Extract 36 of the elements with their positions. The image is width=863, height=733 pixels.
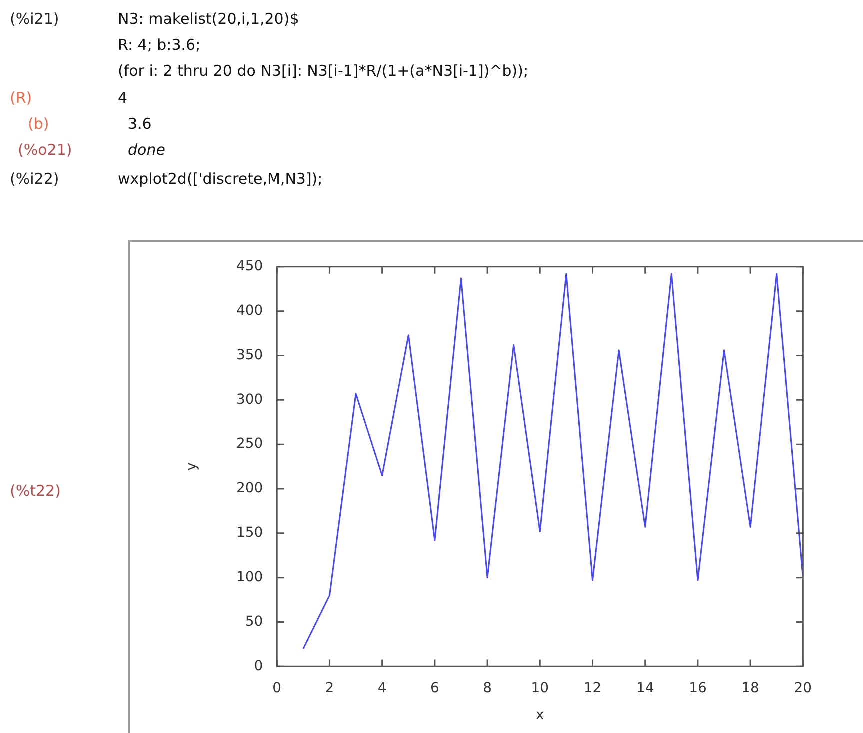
- text: R: 4; b:3.6;: [118, 36, 201, 54]
- text: (for i: 2 thru 20 do N3[i]: N3[i-1]*R/(1+(a*N3[i-1])^b));: [118, 62, 529, 80]
- x-tick-label: 20: [794, 680, 812, 697]
- x-tick-label: 10: [531, 680, 550, 697]
- text: wxplot2d(['discrete,M,N3]);: [118, 170, 323, 188]
- x-tick-label: 12: [584, 680, 602, 697]
- text: done: [128, 141, 166, 159]
- x-tick-label: 16: [689, 680, 707, 697]
- y-tick-label: 200: [236, 480, 264, 497]
- x-tick-label: 0: [272, 680, 282, 697]
- y-tick-label: 400: [236, 302, 264, 319]
- y-tick-label: 450: [236, 258, 264, 275]
- text: 4: [118, 89, 128, 107]
- text: (R): [10, 89, 32, 107]
- x-tick-label: 2: [325, 680, 334, 697]
- x-axis-title: x: [536, 707, 544, 724]
- x-tick-label: 18: [742, 680, 760, 697]
- y-tick-label: 150: [236, 525, 264, 542]
- text: 3.6: [128, 115, 152, 133]
- y-axis-title: y: [184, 462, 200, 471]
- y-tick-label: 0: [254, 658, 264, 674]
- y-tick-label: 300: [236, 392, 264, 408]
- x-tick-label: 6: [430, 680, 440, 697]
- y-tick-label: 250: [236, 436, 264, 452]
- x-tick-label: 14: [636, 680, 654, 697]
- x-tick-label: 4: [378, 680, 387, 697]
- text: (%i22): [10, 170, 60, 188]
- text: (b): [28, 115, 50, 133]
- text: (%o21): [18, 141, 72, 159]
- x-tick-label: 8: [483, 680, 492, 697]
- y-tick-label: 100: [236, 569, 264, 586]
- y-tick-label: 350: [236, 347, 264, 364]
- text: (%t22): [10, 482, 61, 500]
- text: N3: makelist(20,i,1,20)$: [118, 10, 300, 28]
- y-tick-label: 50: [245, 614, 264, 630]
- text: (%i21): [10, 10, 60, 28]
